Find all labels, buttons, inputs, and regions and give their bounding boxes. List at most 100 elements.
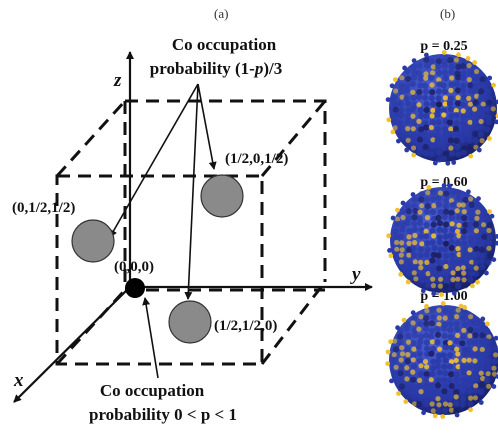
cluster-atom-yellow [486, 246, 491, 251]
arrow-to-site-half-0-half [198, 84, 214, 169]
cluster-atom-yellow [393, 88, 398, 93]
cluster-rim-atom [442, 50, 447, 55]
cluster-atom-yellow [430, 277, 435, 282]
cluster-atom-blue [443, 191, 449, 197]
cluster-atom-blue [468, 215, 474, 221]
cluster-atom-blue [436, 70, 442, 76]
cluster-atom-blue [460, 377, 466, 383]
cluster-atom-yellow [443, 401, 448, 406]
cluster-atom-blue [423, 137, 429, 143]
cluster-atom-blue [403, 95, 409, 101]
cluster-atom-blue [449, 64, 455, 70]
cluster-rim-atom [386, 97, 391, 102]
cluster-rim-atom [411, 153, 416, 158]
cluster-atom-blue [424, 388, 430, 394]
cluster-atom-blue [405, 358, 411, 364]
cluster-atom-blue [454, 376, 460, 382]
cluster-atom-blue [479, 352, 485, 358]
cluster-atom-yellow [417, 210, 422, 215]
cluster-atom-blue [423, 401, 429, 407]
cluster-atom-blue [425, 276, 431, 282]
cluster-atom-blue [436, 150, 442, 156]
cluster-rim-atom [491, 257, 496, 262]
cluster-atom-blue [449, 345, 455, 351]
cluster-atom-blue [435, 382, 441, 388]
cluster-atom-yellow [419, 389, 424, 394]
cluster-atom-blue [428, 75, 434, 81]
cluster-atom-blue [473, 259, 479, 265]
panel-b: (b) p = 0.25 p = 0.60 p = 1.00 [385, 6, 498, 419]
cluster-rim-atom [466, 189, 471, 194]
cluster-atom-blue [423, 150, 429, 156]
cluster-atom-blue [424, 346, 430, 352]
cluster-atom-blue [391, 357, 397, 363]
cluster-rim-atom [402, 66, 407, 71]
cluster-rim-atom [402, 318, 407, 323]
cluster-atom-blue [453, 321, 459, 327]
cluster-atom-blue [429, 151, 435, 157]
cluster-atom-yellow [456, 223, 461, 228]
cluster-atom-yellow [419, 241, 424, 246]
cluster-atom-blue [411, 363, 417, 369]
cluster-atom-blue [486, 260, 492, 266]
note-top-line2: probability (1-p)/3 [150, 59, 282, 78]
cluster-atom-yellow [468, 102, 473, 107]
cluster-atom-blue [393, 107, 399, 113]
cluster-rim-atom [485, 322, 490, 327]
cluster-atom-blue [423, 315, 429, 321]
cluster-atom-blue [411, 246, 417, 252]
cluster-atom-yellow [480, 138, 485, 143]
cluster-rim-atom [452, 291, 457, 296]
cluster-atom-yellow [441, 112, 446, 117]
cluster-atom-blue [407, 228, 413, 234]
cluster-atom-yellow [404, 376, 409, 381]
cluster-atom-blue [435, 64, 441, 70]
cluster-rim-atom [386, 350, 391, 355]
cluster-atom-blue [417, 321, 423, 327]
panel-b-tag: (b) [440, 6, 455, 21]
cluster-atom-yellow [430, 113, 435, 118]
cluster-atom-blue [492, 358, 498, 364]
cluster-atom-blue [479, 247, 485, 253]
cluster-atom-blue [399, 264, 405, 270]
cluster-atom-blue [467, 112, 473, 118]
cluster-atom-blue [467, 144, 473, 150]
cluster-atom-blue [398, 234, 404, 240]
cluster-atom-blue [429, 328, 435, 334]
cluster-atom-blue [441, 145, 447, 151]
cluster-atom-yellow [438, 190, 443, 195]
cluster-atom-yellow [468, 396, 473, 401]
cluster-atom-blue [412, 332, 418, 338]
cluster-atom-blue [455, 151, 461, 157]
cluster-atom-blue [467, 277, 473, 283]
cluster-atom-blue [399, 377, 405, 383]
nanocluster-p025 [386, 50, 498, 166]
cluster-atom-blue [450, 202, 456, 208]
note-bottom-line2: probability 0 < p < 1 [89, 405, 237, 424]
cluster-atom-blue [430, 119, 436, 125]
cluster-atom-yellow [455, 333, 460, 338]
cluster-atom-blue [454, 120, 460, 126]
cluster-atom-blue [430, 209, 436, 215]
cluster-atom-blue [442, 333, 448, 339]
cluster-atom-yellow [467, 63, 472, 68]
cluster-atom-blue [423, 124, 429, 130]
cluster-atom-blue [460, 334, 466, 340]
cluster-atom-yellow [479, 119, 484, 124]
cluster-atom-blue [460, 315, 466, 321]
cluster-atom-yellow [468, 196, 473, 201]
arrow-to-site-0-half-half [110, 84, 198, 237]
cluster-atom-blue [393, 346, 399, 352]
cluster-atom-blue [438, 209, 444, 215]
cluster-atom-blue [405, 118, 411, 124]
cluster-atom-yellow [412, 270, 417, 275]
cluster-atom-blue [460, 258, 466, 264]
cluster-atom-blue [474, 203, 480, 209]
cluster-atom-blue [416, 344, 422, 350]
cluster-atom-yellow [394, 365, 399, 370]
cluster-atom-yellow [479, 371, 484, 376]
cluster-atom-yellow [466, 96, 471, 101]
cluster-atom-yellow [474, 228, 479, 233]
cluster-atom-yellow [468, 120, 473, 125]
cluster-atom-blue [467, 253, 473, 259]
